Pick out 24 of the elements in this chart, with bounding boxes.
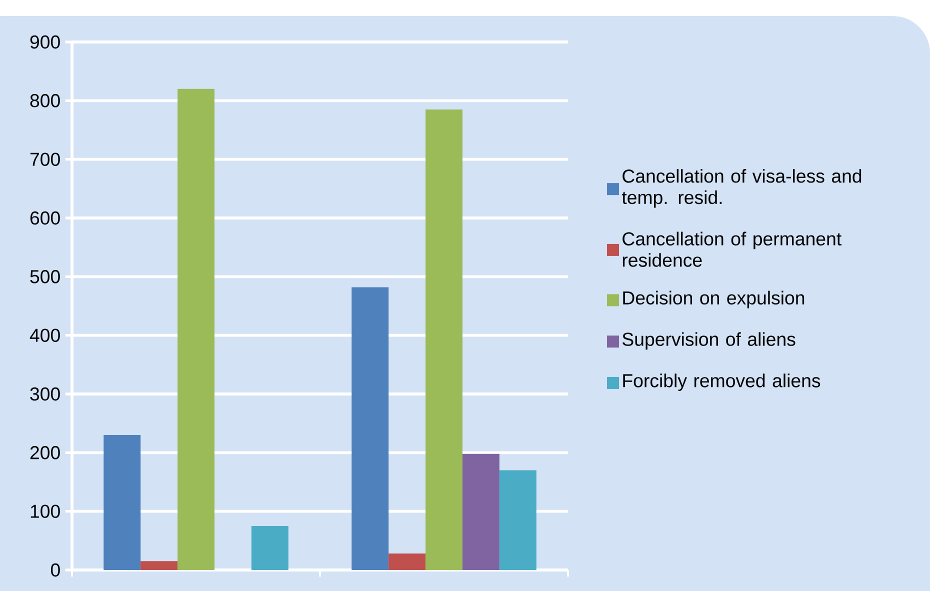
y-tick-label: 800 — [30, 94, 60, 108]
bar — [426, 109, 462, 570]
legend-label: Cancellation of permanent residence — [622, 232, 842, 267]
legend-label: Decision on expulsion — [623, 290, 804, 308]
bar — [178, 88, 214, 570]
legend-label: Cancellation of visa-less and temp. resid. — [622, 169, 862, 208]
legend-label: Supervision of aliens — [622, 332, 796, 350]
y-tick-label: 400 — [30, 328, 60, 342]
y-tick-label: 500 — [30, 270, 60, 284]
y-tick-label: 100 — [30, 504, 60, 518]
bar — [251, 526, 288, 570]
y-tick-label: 600 — [30, 211, 60, 225]
bar — [462, 454, 500, 570]
y-tick-label: 0 — [50, 563, 60, 577]
bar — [104, 435, 141, 570]
legend-label: Forcibly removed aliens — [623, 374, 820, 392]
y-tick-label: 900 — [30, 35, 60, 49]
y-tick-label: 300 — [30, 387, 60, 401]
bar — [388, 554, 426, 570]
bar — [499, 470, 536, 570]
bar — [352, 287, 389, 570]
y-tick-label: 700 — [30, 152, 60, 166]
bar — [140, 561, 178, 570]
y-tick-label: 200 — [30, 446, 60, 460]
